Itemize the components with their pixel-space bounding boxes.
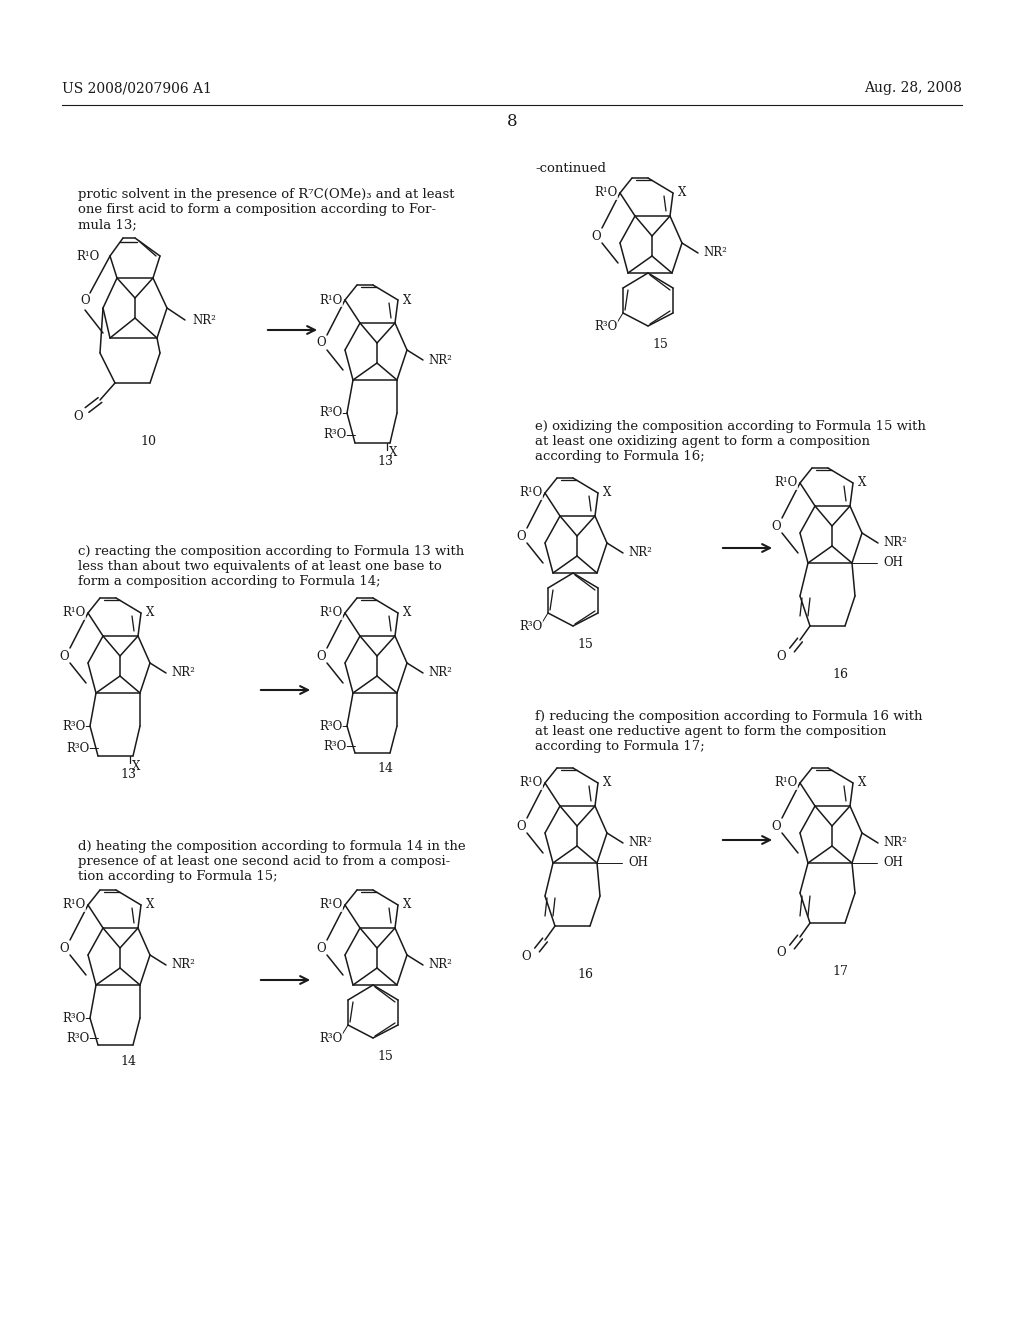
Text: presence of at least one second acid to from a composi-: presence of at least one second acid to …: [78, 855, 451, 869]
Text: X: X: [603, 487, 611, 499]
Text: R³O: R³O: [319, 1031, 343, 1044]
Text: 13: 13: [377, 455, 393, 469]
Text: 15: 15: [377, 1049, 393, 1063]
Text: R³O: R³O: [62, 1011, 86, 1024]
Text: tion according to Formula 15;: tion according to Formula 15;: [78, 870, 278, 883]
Text: NR²: NR²: [883, 837, 907, 850]
Text: R¹O: R¹O: [775, 776, 798, 789]
Text: -continued: -continued: [535, 161, 606, 174]
Text: 10: 10: [140, 436, 156, 447]
Text: 15: 15: [652, 338, 668, 351]
Text: X: X: [858, 776, 866, 789]
Text: NR²: NR²: [428, 354, 452, 367]
Text: d) heating the composition according to formula 14 in the: d) heating the composition according to …: [78, 840, 466, 853]
Text: O: O: [521, 949, 531, 962]
Text: NR²: NR²: [628, 837, 652, 850]
Text: R³O: R³O: [62, 719, 86, 733]
Text: 8: 8: [507, 114, 517, 131]
Text: O: O: [59, 941, 69, 954]
Text: according to Formula 17;: according to Formula 17;: [535, 741, 705, 752]
Text: 17: 17: [833, 965, 848, 978]
Text: c) reacting the composition according to Formula 13 with: c) reacting the composition according to…: [78, 545, 464, 558]
Text: NR²: NR²: [171, 958, 195, 972]
Text: NR²: NR²: [428, 958, 452, 972]
Text: R¹O: R¹O: [775, 477, 798, 490]
Text: R¹O: R¹O: [77, 249, 100, 263]
Text: 16: 16: [577, 968, 593, 981]
Text: O: O: [771, 520, 781, 532]
Text: R³O: R³O: [67, 742, 90, 755]
Text: R¹O: R¹O: [319, 606, 343, 619]
Text: R¹O: R¹O: [520, 776, 543, 789]
Text: NR²: NR²: [628, 546, 652, 560]
Text: NR²: NR²: [428, 667, 452, 680]
Text: O: O: [776, 649, 786, 663]
Text: OH: OH: [628, 857, 648, 870]
Text: 13: 13: [120, 768, 136, 781]
Text: R¹O: R¹O: [62, 606, 86, 619]
Text: R³O: R³O: [520, 619, 543, 632]
Text: Aug. 28, 2008: Aug. 28, 2008: [864, 81, 962, 95]
Text: form a composition according to Formula 14;: form a composition according to Formula …: [78, 576, 381, 587]
Text: X: X: [403, 899, 412, 912]
Text: one first acid to form a composition according to For-: one first acid to form a composition acc…: [78, 203, 436, 216]
Text: NR²: NR²: [703, 247, 727, 260]
Text: O: O: [516, 529, 525, 543]
Text: 16: 16: [831, 668, 848, 681]
Text: according to Formula 16;: according to Formula 16;: [535, 450, 705, 463]
Text: 14: 14: [120, 1055, 136, 1068]
Text: X: X: [389, 446, 397, 459]
Text: O: O: [591, 230, 601, 243]
Text: O: O: [316, 649, 326, 663]
Text: 15: 15: [578, 638, 593, 651]
Text: R¹O: R¹O: [319, 899, 343, 912]
Text: O: O: [316, 337, 326, 350]
Text: at least one reductive agent to form the composition: at least one reductive agent to form the…: [535, 725, 887, 738]
Text: O: O: [516, 820, 525, 833]
Text: protic solvent in the presence of R⁷C(OMe)₃ and at least: protic solvent in the presence of R⁷C(OM…: [78, 187, 455, 201]
Text: R¹O: R¹O: [520, 487, 543, 499]
Text: R¹O: R¹O: [62, 899, 86, 912]
Text: NR²: NR²: [883, 536, 907, 549]
Text: O: O: [59, 649, 69, 663]
Text: less than about two equivalents of at least one base to: less than about two equivalents of at le…: [78, 560, 441, 573]
Text: R³O: R³O: [324, 739, 347, 752]
Text: O: O: [74, 409, 83, 422]
Text: O: O: [316, 941, 326, 954]
Text: US 2008/0207906 A1: US 2008/0207906 A1: [62, 81, 212, 95]
Text: e) oxidizing the composition according to Formula 15 with: e) oxidizing the composition according t…: [535, 420, 926, 433]
Text: at least one oxidizing agent to form a composition: at least one oxidizing agent to form a c…: [535, 436, 870, 447]
Text: R³O: R³O: [324, 429, 347, 441]
Text: R³O: R³O: [319, 407, 343, 420]
Text: NR²: NR²: [193, 314, 216, 326]
Text: R¹O: R¹O: [319, 293, 343, 306]
Text: mula 13;: mula 13;: [78, 218, 137, 231]
Text: R³O: R³O: [319, 719, 343, 733]
Text: X: X: [132, 759, 140, 772]
Text: OH: OH: [883, 557, 903, 569]
Text: R³O: R³O: [595, 319, 618, 333]
Text: O: O: [776, 946, 786, 960]
Text: 14: 14: [377, 762, 393, 775]
Text: OH: OH: [883, 857, 903, 870]
Text: f) reducing the composition according to Formula 16 with: f) reducing the composition according to…: [535, 710, 923, 723]
Text: X: X: [678, 186, 686, 199]
Text: X: X: [603, 776, 611, 789]
Text: X: X: [146, 899, 155, 912]
Text: X: X: [858, 477, 866, 490]
Text: X: X: [403, 606, 412, 619]
Text: O: O: [771, 820, 781, 833]
Text: R¹O: R¹O: [595, 186, 618, 199]
Text: NR²: NR²: [171, 667, 195, 680]
Text: X: X: [403, 293, 412, 306]
Text: O: O: [80, 294, 90, 308]
Text: X: X: [146, 606, 155, 619]
Text: R³O: R³O: [67, 1031, 90, 1044]
